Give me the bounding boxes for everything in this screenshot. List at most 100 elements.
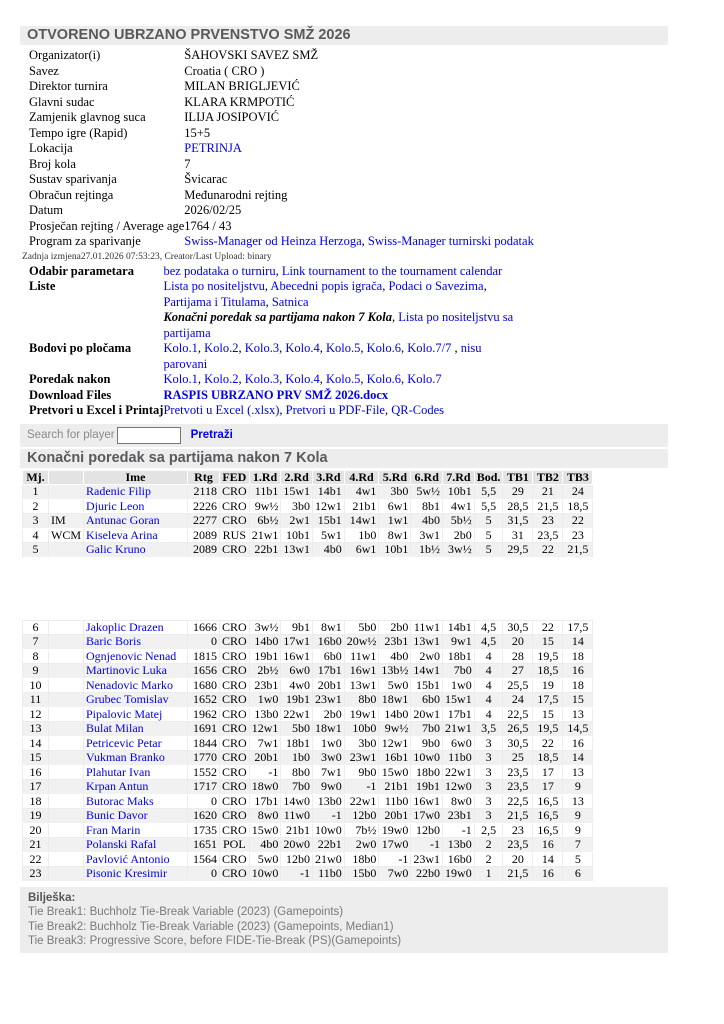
cell-player-name: Kiseleva Arina [83,527,188,543]
info-link[interactable]: bez podataka o turniru [163,263,276,278]
info-row: Savez Croatia ( CRO ) [20,64,536,80]
cell-tb3: 18 [562,677,594,693]
player-link[interactable]: Antunac Goran [86,513,160,527]
search-button[interactable]: Pretraži [190,429,233,441]
cell-points: 4,5 [473,619,504,635]
player-link[interactable]: Fran Marin [86,823,141,837]
info-link[interactable]: Kolo.2 [204,341,239,355]
info-link[interactable]: Kolo.1 [163,341,198,355]
info-link[interactable]: Kolo.6 [366,341,401,355]
player-link[interactable]: Radenic Filip [86,484,151,498]
tournament-links-table: Odabir parametara bez podataka o turniru,… [20,264,515,419]
info-value: ILIJA JOSIPOVIĆ [184,110,536,126]
player-link[interactable]: Polanski Rafal [86,837,157,851]
player-link[interactable]: Kiseleva Arina [86,528,158,542]
player-link[interactable]: Pavlović Antonio [86,852,170,866]
info-link[interactable]: Link tournament to the tournament calend… [281,263,503,278]
player-link[interactable]: Martinovic Luka [86,663,167,677]
player-link[interactable]: Grubec Tomislav [86,692,169,706]
cell-tb1: 23,5 [502,764,534,780]
player-link[interactable]: Bulat Milan [86,721,144,735]
cell-round-7: 18b1 [442,648,475,664]
info-link[interactable]: Pretvoti u Excel (.xlsx) [163,403,280,417]
info-link[interactable]: Pretvori u PDF-File [285,403,385,417]
player-link[interactable]: Krpan Antun [86,779,149,793]
info-link[interactable]: Kolo.5 [325,372,361,386]
cell-rating: 1844 [187,735,220,751]
info-link[interactable]: Kolo.3 [244,341,280,355]
info-link[interactable]: RASPIS UBRZANO PRV SMŽ 2026.docx [163,387,389,402]
info-row: Prosječan rejting / Average age 1764 / 43 [20,219,536,235]
info-label: Broj kola [29,156,76,171]
player-link[interactable]: Pipalovic Matej [86,707,163,721]
info-value: bez podataka o turniru, Link tournament … [163,264,515,280]
info-link[interactable]: Lista po nositeljstvu [163,279,265,293]
cell-fide-title [48,837,84,853]
info-link[interactable]: Partijama i Titulama [163,294,266,309]
info-row: Download Files RASPIS UBRZANO PRV SMŽ 202… [20,388,515,404]
info-link[interactable]: Kolo.7/7 [407,341,452,355]
column-header: Rtg [187,469,220,485]
info-link[interactable]: Lista po nositeljstvu sa partijama [163,310,514,340]
info-link[interactable]: Swiss-Manager od Heinza Herzoga [184,234,362,248]
cell-round-5: 7w0 [378,866,412,882]
cell-round-2: 4w0 [280,677,314,693]
cell-tb3: 14 [562,750,594,766]
player-link[interactable]: Jakoplic Drazen [86,620,164,634]
player-link[interactable]: Nenadovic Marko [86,678,173,692]
table-row: 21 Polanski Rafal 1651 POL 4b0 20w0 22b1 2w0 17w… [22,837,594,853]
info-link[interactable]: Kolo.4 [285,372,320,386]
page: OTVORENO UBRZANO PRVENSTVO SMŽ 2026 Orga… [20,26,668,953]
info-value: Međunarodni rejting [184,188,536,204]
cell-rank: 15 [22,750,49,766]
info-link[interactable]: Kolo.2 [204,372,239,386]
info-link[interactable]: Kolo.7 [407,372,442,386]
table-row: 19 Bunic Davor 1620 CRO 8w0 11w0 -1 12b0 20b1 17w… [22,808,594,824]
info-link[interactable]: Kolo.5 [325,341,361,355]
player-link[interactable]: Pisonic Kresimir [86,866,167,880]
cell-tb2: 19 [532,677,564,693]
cell-round-3: 17b1 [312,663,345,679]
cell-round-6: 4b0 [410,513,444,529]
cell-round-1: 7w1 [248,735,282,751]
player-link[interactable]: Petricevic Petar [86,736,162,750]
cell-rating: 0 [187,866,220,882]
player-link[interactable]: Ognjenovic Nenad [86,649,177,663]
info-link[interactable]: QR-Codes [391,403,445,417]
info-text: , [238,341,245,355]
column-header: Mj. [22,469,49,485]
cell-rank: 5 [22,542,49,558]
info-link[interactable]: PETRINJA [184,141,242,155]
cell-round-6: 14w1 [410,663,444,679]
info-link[interactable]: Kolo.3 [244,372,280,386]
cell-tb2: 18,5 [532,750,564,766]
info-link[interactable]: Kolo.6 [366,372,401,386]
info-link[interactable]: Satnica [271,294,309,309]
player-link[interactable]: Galic Kruno [86,542,146,556]
cell-round-1: 17b1 [248,793,282,809]
player-link[interactable]: Vukman Branko [86,750,165,764]
info-link[interactable]: Swiss-Manager turnirski podatak [367,234,534,248]
cell-round-5: 6w1 [378,498,412,514]
info-link[interactable]: Kolo.4 [285,341,320,355]
column-header: Ime [83,469,188,485]
info-value: Pretvoti u Excel (.xlsx), Pretvori u PDF… [163,403,515,419]
cell-rating: 2226 [187,498,220,514]
cell-tb2: 16,5 [532,822,564,838]
cell-player-name: Pisonic Kresimir [83,866,188,882]
player-link[interactable]: Plahutar Ivan [86,765,151,779]
info-link[interactable]: Abecedni popis igrača [270,279,383,293]
cell-round-7: 9w1 [442,634,475,650]
player-link[interactable]: Djuric Leon [86,499,145,513]
player-link[interactable]: Butorac Maks [86,794,154,808]
info-link[interactable]: Kolo.1 [163,372,198,386]
player-link[interactable]: Bunic Davor [86,808,148,822]
search-input[interactable] [116,426,181,444]
info-text: 2026/02/25 [184,203,242,217]
player-link[interactable]: Baric Boris [86,634,141,648]
cell-round-4: 14w1 [343,513,380,529]
info-text: Croatia ( CRO ) [184,63,265,78]
info-link[interactable]: Podaci o Savezima [388,279,484,293]
info-link[interactable]: nisu parovani [163,341,482,371]
cell-tb3: 9 [562,822,594,838]
